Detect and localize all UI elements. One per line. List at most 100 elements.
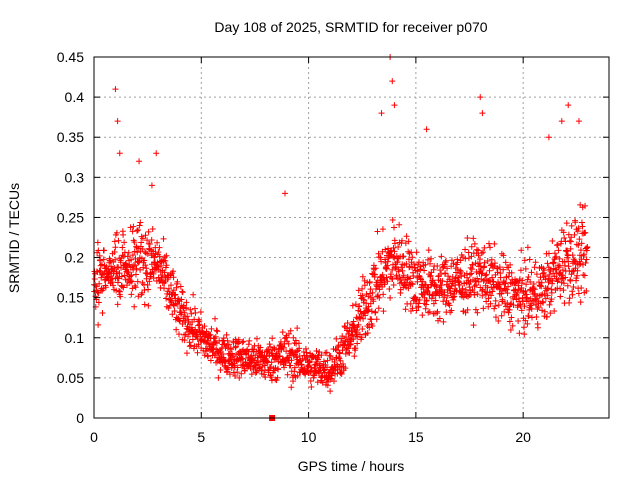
- data-point: [502, 280, 509, 287]
- data-point: [577, 260, 584, 267]
- data-point: [472, 306, 479, 313]
- data-point: [336, 350, 343, 357]
- data-point: [355, 321, 362, 328]
- data-point: [314, 379, 321, 386]
- data-point: [369, 323, 376, 330]
- data-point: [172, 291, 179, 298]
- data-point: [574, 228, 581, 235]
- data-point: [131, 282, 138, 289]
- data-point: [229, 350, 236, 357]
- data-point: [471, 240, 478, 247]
- data-point: [177, 283, 184, 290]
- data-point: [481, 263, 488, 270]
- data-point: [212, 339, 219, 346]
- y-tick-label: 0.2: [65, 250, 85, 266]
- data-point: [405, 285, 412, 292]
- data-point: [184, 333, 191, 340]
- data-point: [564, 282, 571, 289]
- data-point: [293, 348, 300, 355]
- data-point: [372, 265, 379, 272]
- data-point: [163, 295, 170, 302]
- data-point: [150, 275, 157, 282]
- data-point: [417, 266, 424, 273]
- data-point: [481, 244, 488, 251]
- data-point: [146, 241, 153, 248]
- data-point: [107, 257, 114, 264]
- data-point: [307, 377, 314, 384]
- data-point: [128, 272, 135, 279]
- data-point: [161, 285, 168, 292]
- data-point: [521, 303, 528, 310]
- data-point: [134, 249, 141, 256]
- data-point: [559, 267, 566, 274]
- data-point: [555, 247, 562, 254]
- data-point: [91, 275, 98, 282]
- data-point: [563, 220, 570, 227]
- data-point: [137, 219, 144, 226]
- data-point: [151, 253, 158, 260]
- y-tick-label: 0.25: [57, 209, 84, 225]
- data-point: [568, 271, 575, 278]
- data-point: [528, 305, 535, 312]
- data-point: [359, 285, 366, 292]
- data-point: [389, 217, 396, 224]
- data-point: [177, 309, 184, 316]
- data-point: [288, 384, 295, 391]
- data-point: [475, 278, 482, 285]
- data-point: [238, 370, 245, 377]
- data-point: [575, 225, 582, 232]
- data-point: [191, 305, 198, 312]
- data-point: [129, 285, 136, 292]
- data-point: [478, 266, 485, 273]
- data-point: [398, 264, 405, 271]
- data-point: [374, 277, 381, 284]
- data-point-spike: [281, 190, 288, 197]
- data-point: [384, 278, 391, 285]
- data-point: [364, 329, 371, 336]
- data-point: [582, 202, 589, 209]
- data-point: [523, 281, 530, 288]
- data-point: [568, 234, 575, 241]
- data-point: [195, 322, 202, 329]
- data-point: [380, 291, 387, 298]
- data-point: [440, 318, 447, 325]
- data-point: [533, 271, 540, 278]
- data-point: [378, 258, 385, 265]
- data-point: [476, 256, 483, 263]
- data-point: [492, 297, 499, 304]
- data-point: [527, 278, 534, 285]
- data-point: [531, 264, 538, 271]
- data-point: [112, 256, 119, 263]
- data-point: [308, 384, 315, 391]
- data-point-spike: [116, 150, 123, 157]
- data-point: [224, 337, 231, 344]
- data-point: [181, 309, 188, 316]
- data-point: [282, 360, 289, 367]
- data-point: [487, 244, 494, 251]
- data-point: [529, 314, 536, 321]
- data-point: [379, 226, 386, 233]
- data-point: [98, 261, 105, 268]
- data-point: [129, 252, 136, 259]
- data-point: [419, 312, 426, 319]
- data-point: [379, 271, 386, 278]
- chart-title: Day 108 of 2025, SRMTID for receiver p07…: [214, 19, 487, 35]
- data-point: [411, 260, 418, 267]
- data-point: [339, 333, 346, 340]
- data-point: [353, 327, 360, 334]
- data-point: [403, 260, 410, 267]
- x-tick-label: 15: [408, 429, 424, 445]
- data-point-spike: [391, 102, 398, 109]
- data-point: [387, 294, 394, 301]
- data-point: [450, 296, 457, 303]
- data-point: [434, 263, 441, 270]
- data-point: [111, 238, 118, 245]
- data-point: [179, 289, 186, 296]
- data-point: [223, 331, 230, 338]
- data-point: [100, 285, 107, 292]
- data-point: [450, 260, 457, 267]
- data-point: [448, 257, 455, 264]
- data-point: [123, 282, 130, 289]
- data-point: [349, 331, 356, 338]
- data-point-spike: [112, 86, 119, 93]
